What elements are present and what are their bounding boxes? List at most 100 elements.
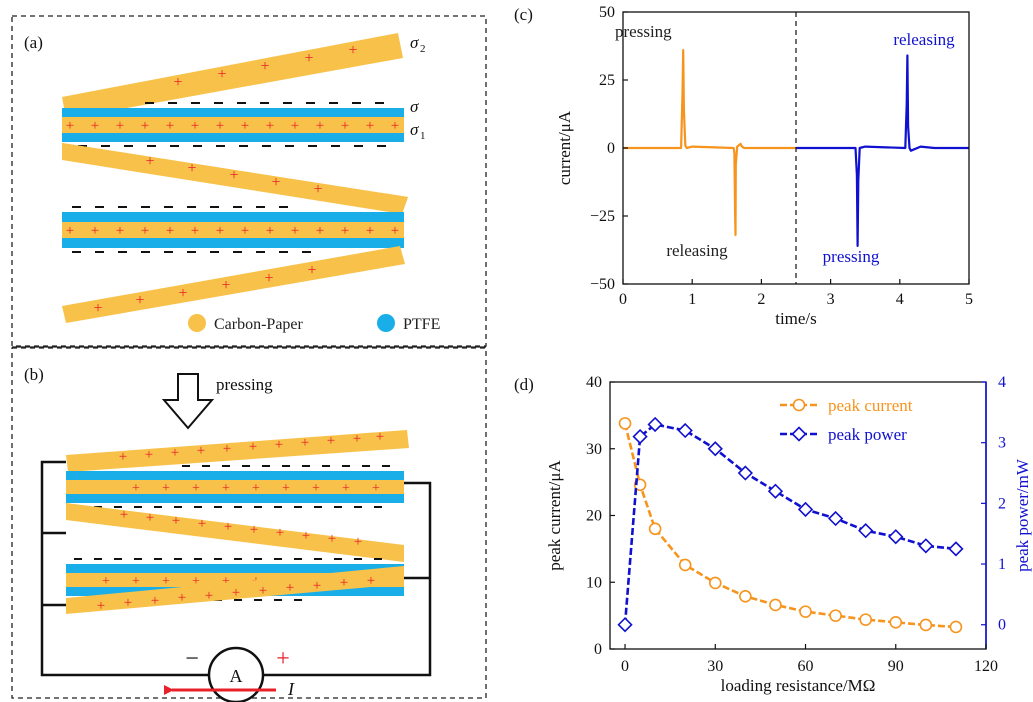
svg-text:+: + [91,118,99,134]
carbon-strip-middle [66,503,404,562]
sandwich-upper: + + + + + + + + + + + + + + [62,102,404,147]
y-tick-label: −50 [590,276,615,293]
data-point-0 [678,558,692,572]
panel-c-chart: (c) 0 1 2 3 4 5 −50 −25 0 25 50 time/s current/μA pre… [514,4,973,328]
svg-text:+: + [372,481,380,496]
svg-text:+: + [205,588,213,604]
svg-text:+: + [97,598,105,614]
positive-charges: + + + + + + + + + + + + + + [66,223,399,239]
carbon-paper-legend-label: Carbon-Paper [214,316,304,333]
right-y-axis-title: peak power/mW [1013,458,1032,572]
svg-text:+: + [313,578,321,594]
x-tick-label: 0 [621,658,629,675]
annotation-label: pressing [615,22,672,41]
strip-bottom-charges: + + + + + + + + + + + [97,573,375,614]
y-tick-label: −25 [590,208,615,225]
svg-text:+: + [327,433,335,449]
data-point-0 [648,522,662,536]
data-point-0 [799,605,812,618]
data-point-1 [858,523,874,539]
panel-d-label: (d) [514,375,534,394]
plus-terminal-label: + [276,646,290,672]
carbon-strip-bottom [66,566,404,614]
svg-text:+: + [366,118,374,134]
svg-text:+: + [178,285,187,302]
legend-label: peak current [828,396,913,415]
svg-text:+: + [116,223,124,239]
carbon-layer [62,222,404,238]
strip-top-charges: + + + + + + + + + + + [119,429,384,465]
sandwich-lower: + + + + + + + + + + + + + + [62,206,404,253]
ammeter-icon [207,646,265,702]
svg-text:+: + [266,118,274,134]
x-tick-label: 5 [965,291,973,308]
carbon-paper-legend-swatch [188,314,206,332]
svg-text:+: + [217,66,226,83]
sigma-label: σ [410,97,419,116]
right-y-tick-label: 0 [998,617,1006,634]
data-point-1 [827,510,844,527]
svg-text:+: + [340,575,348,591]
data-point-1 [948,541,964,557]
carbon-strip-top [66,430,409,472]
carbon-strip-bottom [62,246,405,323]
legend-label: peak power [828,425,907,444]
svg-text:+: + [191,223,199,239]
svg-text:+: + [141,223,149,239]
svg-text:+: + [216,118,224,134]
sandwich-upper: + + + + + + + + + [66,465,404,508]
svg-text:+: + [260,58,269,75]
svg-text:+: + [252,481,260,496]
svg-text:+: + [223,441,231,457]
y-tick-label: 30 [586,441,602,458]
ptfe-layer [66,471,404,480]
right-y-tick-label: 4 [998,374,1006,391]
carbon-strip-middle-body [62,143,408,214]
positive-charges: + + + + + + + + + + + + + + [66,118,399,134]
svg-text:+: + [145,447,153,463]
svg-text:+: + [91,223,99,239]
pressing-arrow-icon [161,373,215,430]
svg-text:+: + [376,429,384,445]
data-point-1 [677,422,693,439]
carbon-strip-top [62,33,403,119]
svg-text:+: + [367,573,375,589]
sigma-1-subscript: 1 [420,130,426,142]
y-axis-title: current/μA [555,110,574,185]
ammeter-label: A [230,666,243,686]
svg-text:+: + [354,534,362,550]
svg-text:+: + [221,277,230,294]
panel-b-border [11,347,487,699]
svg-text:+: + [224,519,232,535]
panel-b: (b) pressing + + + + + + + + + + + + + + [11,346,487,702]
svg-text:+: + [341,118,349,134]
series-line-1 [796,54,969,247]
data-point-0 [769,598,782,612]
series-line-1 [623,423,957,625]
svg-text:+: + [197,443,205,459]
negative-charges [72,206,311,253]
svg-text:+: + [132,574,140,589]
data-point-1 [707,441,723,457]
svg-text:+: + [271,174,280,191]
svg-text:+: + [304,50,313,67]
minus-terminal-label: − [185,646,199,672]
y-tick-label: 50 [599,4,615,21]
svg-text:+: + [353,431,361,447]
svg-text:+: + [162,574,170,589]
circuit-wires [40,460,432,677]
series-line-0 [623,423,956,629]
data-point-1 [767,483,784,499]
svg-text:+: + [241,118,249,134]
svg-text:+: + [216,223,224,239]
svg-text:+: + [192,481,200,496]
svg-text:+: + [266,223,274,239]
svg-text:+: + [171,445,179,461]
negative-charges [78,102,386,147]
svg-text:+: + [132,481,140,496]
right-y-tick-label: 3 [998,435,1006,452]
panel-a-label: (a) [24,33,43,52]
ptfe-layer [62,133,404,142]
data-point-1 [617,617,633,633]
